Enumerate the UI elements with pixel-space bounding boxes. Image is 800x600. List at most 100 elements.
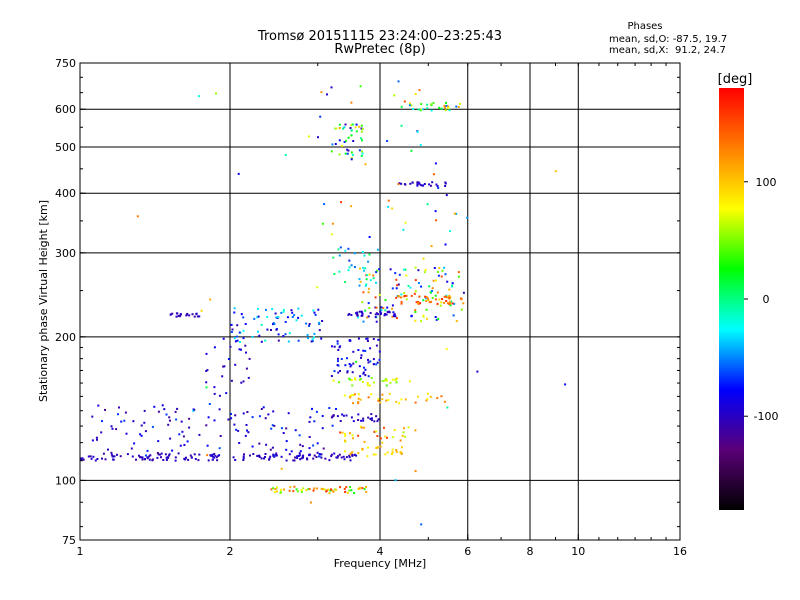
data-point <box>290 450 293 453</box>
data-point <box>385 378 388 381</box>
data-point <box>342 127 345 130</box>
data-point <box>337 360 339 363</box>
data-point <box>368 236 371 238</box>
data-point <box>277 316 280 318</box>
data-point <box>400 452 403 455</box>
data-point <box>240 313 243 316</box>
data-point <box>353 492 356 495</box>
data-point <box>443 104 446 107</box>
data-point <box>116 453 118 456</box>
data-point <box>381 393 384 396</box>
data-point <box>270 488 273 491</box>
data-point <box>338 123 341 126</box>
data-point <box>460 308 463 311</box>
data-point <box>387 311 390 314</box>
data-point <box>372 274 375 277</box>
data-point <box>361 152 364 155</box>
data-point <box>387 199 390 202</box>
data-point <box>112 458 115 461</box>
data-point <box>435 219 438 222</box>
x-tick-label: 2 <box>227 545 234 558</box>
data-point <box>352 394 355 397</box>
data-point <box>317 136 319 139</box>
colorbar: [deg] 100 0 -100 <box>718 72 778 510</box>
data-point <box>441 269 444 272</box>
data-point <box>339 431 342 434</box>
data-point <box>450 300 453 303</box>
data-point <box>256 455 259 457</box>
data-point <box>376 435 379 437</box>
data-point <box>367 375 370 378</box>
data-point <box>237 429 240 432</box>
data-point <box>348 454 351 457</box>
data-point <box>366 337 369 340</box>
data-point <box>375 281 377 284</box>
data-point <box>335 127 338 130</box>
data-point <box>282 310 285 313</box>
data-point <box>347 136 350 139</box>
data-point <box>361 150 363 153</box>
data-point <box>409 286 412 289</box>
data-point <box>89 455 92 458</box>
data-point <box>343 458 346 461</box>
data-point <box>363 440 366 443</box>
data-point <box>186 312 189 315</box>
data-point <box>453 302 456 305</box>
data-point <box>359 486 362 489</box>
data-point <box>361 128 364 130</box>
data-point <box>242 329 245 332</box>
data-point <box>361 448 364 451</box>
data-point <box>383 314 386 317</box>
data-point <box>350 134 353 137</box>
data-point <box>360 124 363 127</box>
data-point <box>448 109 451 112</box>
data-point <box>287 412 290 415</box>
data-point <box>347 269 350 272</box>
data-point <box>353 252 356 255</box>
data-point <box>191 313 194 316</box>
data-point <box>138 454 140 457</box>
data-point <box>370 377 373 379</box>
data-point <box>352 350 355 353</box>
data-point <box>140 424 143 427</box>
data-point <box>403 427 405 430</box>
data-point <box>400 293 403 296</box>
data-point <box>377 338 380 341</box>
data-point <box>443 295 446 298</box>
data-point <box>359 280 362 283</box>
data-point <box>311 407 313 410</box>
data-point <box>247 431 250 434</box>
data-point <box>335 408 337 410</box>
data-point <box>175 315 178 318</box>
data-point <box>350 489 353 492</box>
data-point <box>244 344 247 347</box>
data-point <box>434 162 437 165</box>
data-point <box>274 312 277 315</box>
data-point <box>350 205 353 208</box>
data-point <box>331 415 334 418</box>
data-point <box>264 453 267 455</box>
data-point <box>414 429 417 432</box>
data-point <box>422 257 425 260</box>
data-point <box>446 406 449 409</box>
data-point <box>361 311 364 314</box>
data-point <box>158 453 161 456</box>
data-point <box>306 457 308 460</box>
data-point <box>222 365 225 368</box>
data-point <box>318 329 321 332</box>
data-point <box>309 416 312 419</box>
data-point <box>135 458 137 461</box>
data-point <box>271 308 274 311</box>
data-point <box>372 338 375 340</box>
data-point <box>455 105 458 108</box>
data-point <box>347 313 350 316</box>
data-point <box>367 361 370 364</box>
data-point <box>330 86 333 89</box>
data-point <box>357 413 360 416</box>
data-point <box>436 291 439 294</box>
data-point <box>416 181 419 184</box>
data-point <box>132 420 135 423</box>
data-point <box>101 420 103 423</box>
data-point <box>322 447 325 450</box>
data-point <box>296 457 299 459</box>
